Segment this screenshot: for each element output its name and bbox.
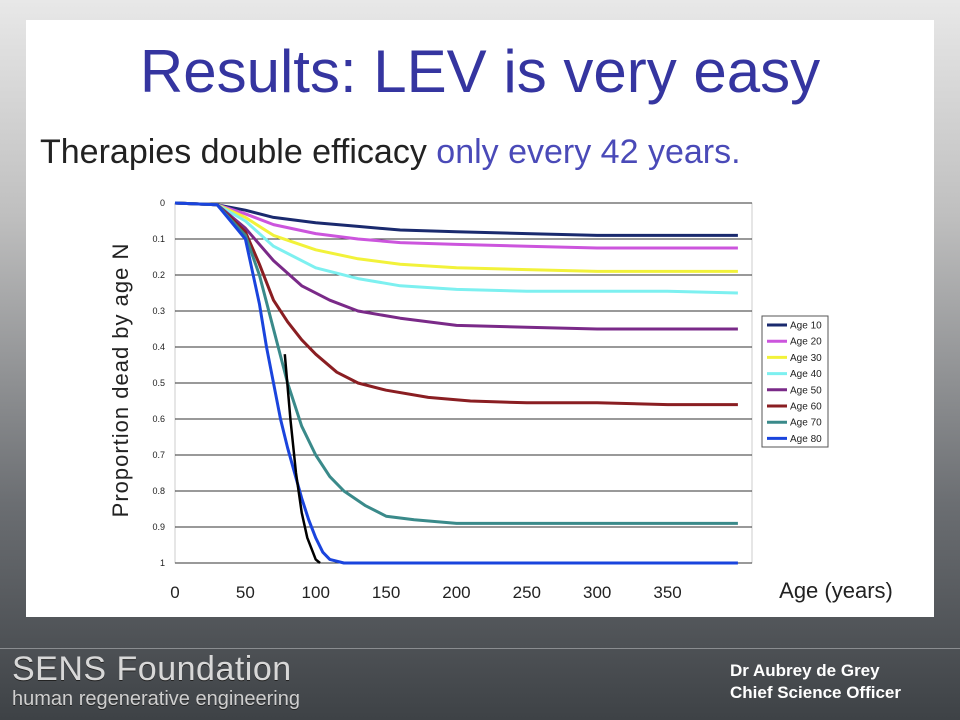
speaker-credit: Dr Aubrey de Grey Chief Science Officer <box>730 660 950 704</box>
speaker-name: Dr Aubrey de Grey <box>730 661 880 680</box>
x-tick-label: 250 <box>513 583 541 602</box>
legend-label: Age 60 <box>790 402 822 413</box>
series-line-age-20 <box>174 201 738 250</box>
x-axis-title: Age (years) <box>779 578 893 603</box>
legend: Age 10 Age 20 Age 30 Age 40 Age 50 Age 60 Age … <box>761 315 829 448</box>
x-tick-label: 50 <box>236 583 255 602</box>
logo-wordmark: SENS Foundation <box>12 650 292 688</box>
x-tick-label: 0 <box>170 583 179 602</box>
subtitle-main: Therapies double efficacy <box>40 133 437 171</box>
y-tick-label: 0.1 <box>152 234 165 244</box>
y-tick-label: 0.2 <box>152 270 165 280</box>
x-ticks: 0 50 100 150 200 250 300 350 <box>170 583 681 602</box>
y-axis-title: Proportion dead by age N <box>108 243 133 518</box>
slide-title: Results: LEV is very easy <box>139 38 821 105</box>
legend-label: Age 80 <box>790 434 822 445</box>
y-tick-label: 0.5 <box>152 378 165 388</box>
subtitle-highlight: only every 42 years. <box>436 133 741 171</box>
legend-label: Age 40 <box>790 369 822 380</box>
series-line-age-10 <box>174 201 738 237</box>
legend-box <box>761 315 829 448</box>
y-tick-label: 0 <box>160 198 165 208</box>
y-tick-label: 0.7 <box>152 450 165 460</box>
y-tick-label: 0.4 <box>152 342 165 352</box>
y-tick-label: 0.8 <box>152 486 165 496</box>
series-lines <box>174 201 738 565</box>
x-tick-label: 150 <box>372 583 400 602</box>
speaker-role: Chief Science Officer <box>730 683 902 702</box>
logo-tagline: human regenerative engineering <box>12 688 300 710</box>
series-line-age-70 <box>174 201 738 525</box>
legend-label: Age 20 <box>790 337 822 348</box>
series-line-age-40 <box>174 201 738 295</box>
x-tick-label: 100 <box>302 583 330 602</box>
x-tick-label: 350 <box>653 583 681 602</box>
legend-label: Age 50 <box>790 385 822 396</box>
footer-divider <box>0 648 960 649</box>
legend-label: Age 70 <box>790 418 822 429</box>
x-tick-label: 300 <box>583 583 611 602</box>
series-line-age-80 <box>174 201 738 565</box>
y-tick-label: 1 <box>160 558 165 568</box>
y-tick-label: 0.6 <box>152 414 165 424</box>
series-line-age-30 <box>174 201 738 273</box>
y-tick-label: 0.3 <box>152 306 165 316</box>
x-tick-label: 200 <box>442 583 470 602</box>
series-line-unlabeled <box>283 354 321 564</box>
y-ticks: 0 0.1 0.2 0.3 0.4 0.5 0.6 0.7 0.8 0.9 1 <box>152 198 165 568</box>
legend-label: Age 30 <box>790 353 822 364</box>
slide-subtitle: Therapies double efficacy only every 42 … <box>40 132 940 172</box>
series-line-age-60 <box>174 201 738 407</box>
grid-lines <box>175 202 752 564</box>
legend-label: Age 10 <box>790 321 822 332</box>
series-line-age-50 <box>174 201 738 331</box>
y-tick-label: 0.9 <box>152 522 165 532</box>
